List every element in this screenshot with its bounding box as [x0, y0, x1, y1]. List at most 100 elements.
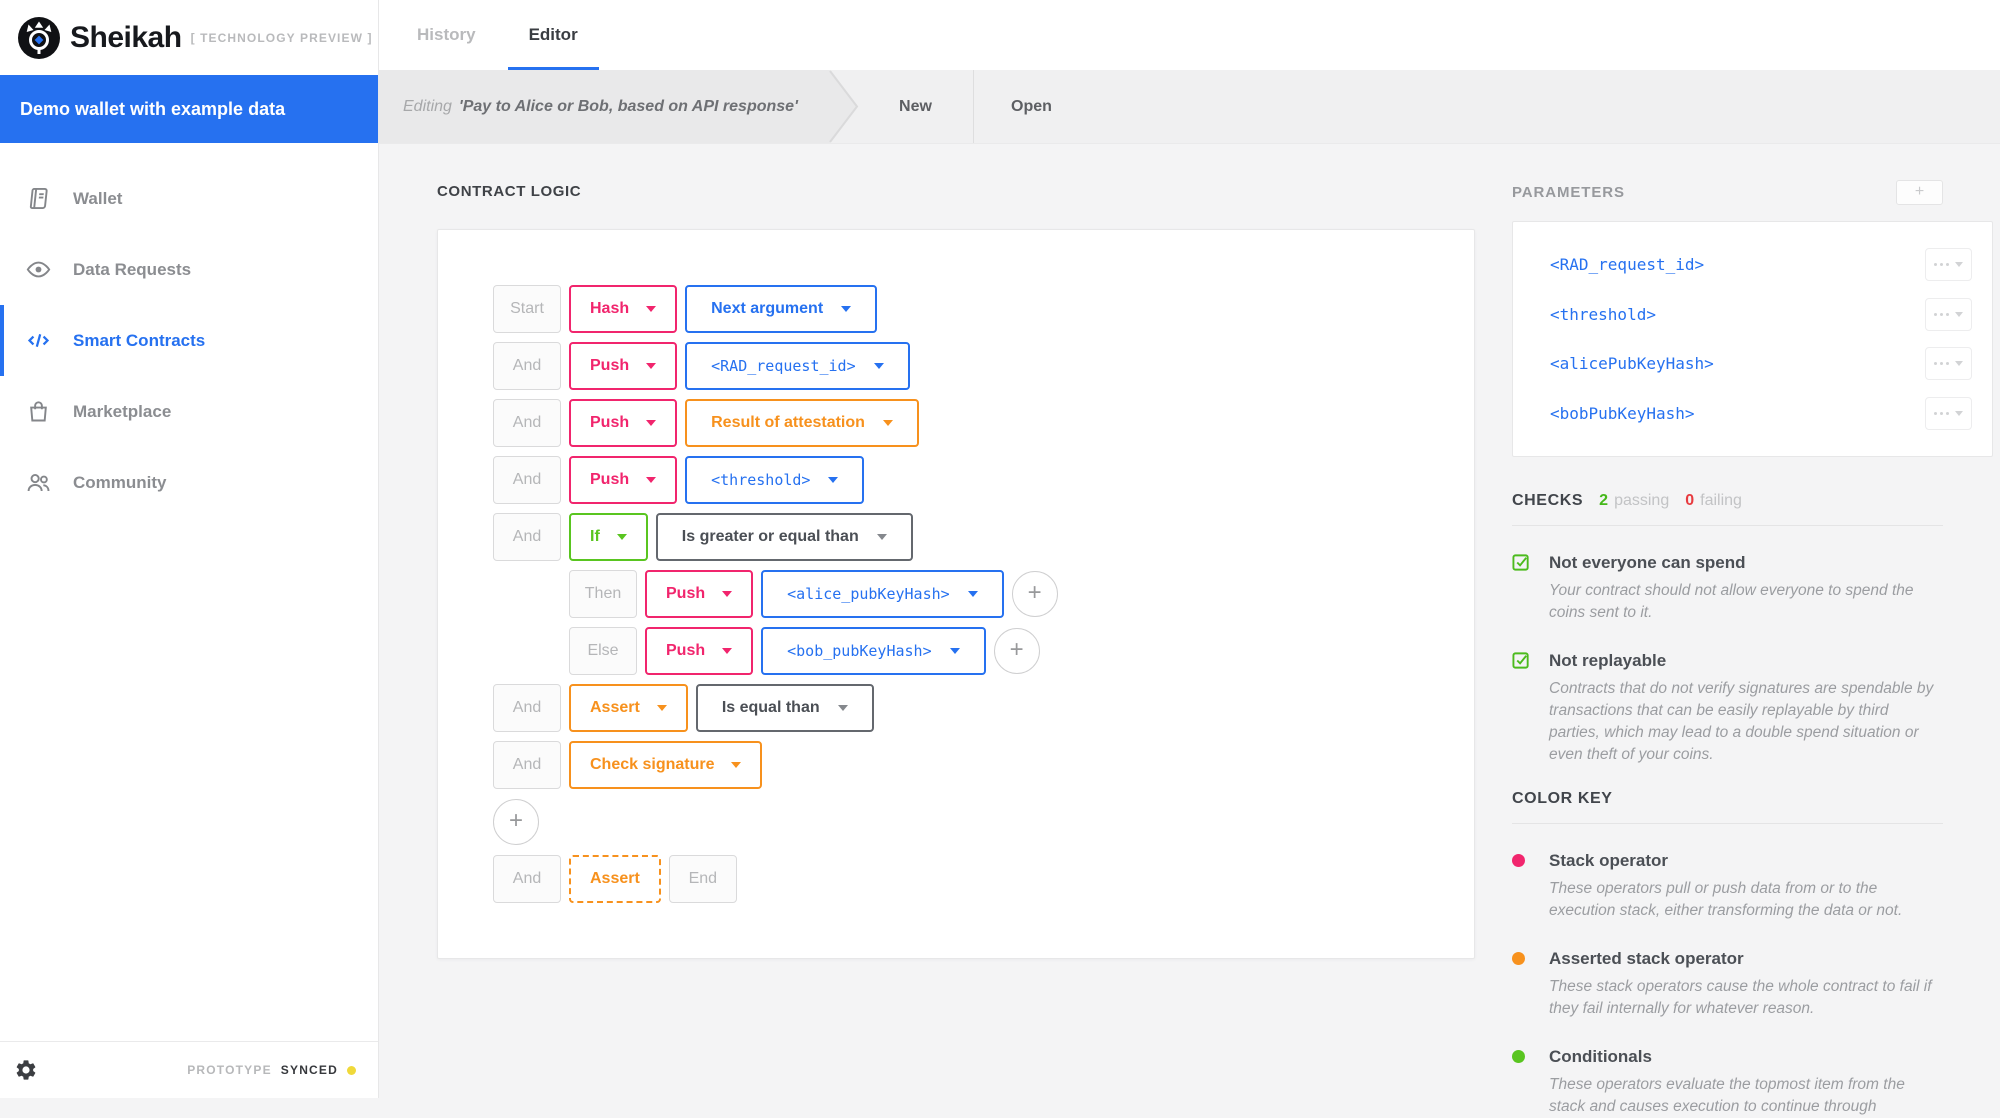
operator-select-check-signature[interactable]: Check signature [569, 741, 763, 789]
passing-count-badge: 2 passing [1599, 492, 1669, 510]
argument-select-bob-pubkeyhash[interactable]: <bob_pubKeyHash> [761, 627, 986, 675]
operator-select-push[interactable]: Push [569, 399, 678, 447]
flow-label-else: Else [569, 627, 637, 675]
argument-select-is-greater-or-equal-than[interactable]: Is greater or equal than [655, 513, 913, 561]
ellipsis-icon [1934, 362, 1949, 366]
add-parameter-button[interactable]: + [1896, 180, 1943, 205]
parameters-header: PARAMETERS + [1512, 180, 1943, 205]
divider [973, 70, 974, 143]
operator-label: If [590, 528, 600, 545]
sidebar: Sheikah [ TECHNOLOGY PREVIEW ] Demo wall… [0, 0, 379, 1098]
sync-status-dot [347, 1065, 356, 1075]
community-icon [25, 469, 52, 496]
brand-tag: [ TECHNOLOGY PREVIEW ] [190, 30, 373, 45]
parameter-options-button[interactable] [1925, 297, 1972, 331]
sidebar-item-wallet[interactable]: Wallet [0, 163, 378, 234]
chevron-down-icon [656, 705, 667, 711]
add-branch-operator-button[interactable]: + [1011, 571, 1058, 617]
sync-status: SYNCED [280, 1063, 338, 1077]
flow-label-end: End [668, 855, 737, 903]
contract-row: And Assert End [493, 855, 1419, 903]
sidebar-item-data-requests[interactable]: Data Requests [0, 234, 378, 305]
color-key-header: COLOR KEY [1512, 790, 1943, 808]
flow-label-and: And [493, 342, 561, 390]
chevron-down-icon [876, 534, 887, 540]
prototype-label: PROTOTYPE [187, 1063, 272, 1077]
new-button[interactable]: New [899, 97, 932, 115]
tab-history[interactable]: History [417, 25, 476, 44]
chevron-down-icon [967, 591, 978, 597]
chevron-right-icon [829, 70, 859, 143]
argument-select-alice-pubkeyhash[interactable]: <alice_pubKeyHash> [761, 570, 1004, 618]
tab-editor[interactable]: Editor [507, 0, 599, 70]
check-title: Not replayable [1549, 651, 1667, 670]
chevron-down-icon [1955, 410, 1963, 416]
settings-gear-icon[interactable] [14, 1058, 38, 1082]
breadcrumb-actions: New Open [858, 70, 1089, 143]
chevron-down-icon [646, 420, 657, 426]
flow-label-and: And [493, 456, 561, 504]
add-branch-operator-button[interactable]: + [993, 628, 1040, 674]
brand: Sheikah [ TECHNOLOGY PREVIEW ] [0, 0, 378, 75]
argument-label: Is greater or equal than [681, 528, 859, 545]
chevron-down-icon [722, 591, 733, 597]
failing-count-badge: 0 failing [1685, 492, 1742, 510]
contract-row: Else Push <bob_pubKeyHash> + [569, 627, 1419, 675]
parameter-item: <alicePubKeyHash> [1550, 347, 1972, 381]
operator-select-assert[interactable]: Assert [569, 684, 688, 732]
color-key-item: Conditionals These operators evaluate the… [1512, 1047, 1943, 1118]
divider [1512, 823, 1943, 824]
argument-select-next-argument[interactable]: Next argument [685, 285, 878, 333]
operator-select-push[interactable]: Push [645, 627, 754, 675]
argument-label: <threshold> [711, 471, 811, 489]
operator-label: Check signature [590, 756, 715, 773]
parameters-panel: <RAD_request_id> <threshold> <alicePubKeyH… [1512, 221, 1993, 457]
sidebar-item-marketplace[interactable]: Marketplace [0, 376, 378, 447]
argument-select-rad-request-id[interactable]: <RAD_request_id> [685, 342, 910, 390]
parameter-item: <bobPubKeyHash> [1550, 396, 1972, 430]
contract-row: And Push <threshold> [493, 456, 1419, 504]
operator-select-push[interactable]: Push [645, 570, 754, 618]
operator-label: Push [590, 471, 630, 488]
parameter-options-button[interactable] [1925, 248, 1972, 282]
tab-bar: History Editor [379, 0, 2000, 70]
color-key-title: Asserted stack operator [1549, 949, 1744, 968]
argument-select-threshold[interactable]: <threshold> [685, 456, 865, 504]
color-key-heading: COLOR KEY [1512, 790, 1613, 807]
brand-name: Sheikah [70, 20, 182, 54]
chevron-down-icon [616, 534, 627, 540]
color-key-section: COLOR KEY Stack operator These operators … [1512, 790, 1943, 1118]
operator-select-hash[interactable]: Hash [569, 285, 678, 333]
argument-select-is-equal-than[interactable]: Is equal than [695, 684, 874, 732]
operator-select-assert[interactable]: Assert [569, 855, 661, 903]
add-operator-button[interactable]: + [493, 799, 539, 845]
contract-row: And Push Result of attestation [493, 399, 1419, 447]
color-dot-icon [1512, 949, 1549, 969]
color-key-list: Stack operator These operators pull or pu… [1512, 851, 1943, 1118]
operator-select-push[interactable]: Push [569, 456, 678, 504]
sidebar-item-community[interactable]: Community [0, 447, 378, 518]
sidebar-item-label: Community [73, 472, 167, 492]
sidebar-item-label: Smart Contracts [73, 330, 206, 350]
chevron-down-icon [873, 363, 884, 369]
operator-label: Assert [590, 870, 640, 887]
color-key-description: These stack operators cause the whole co… [1549, 978, 1932, 1017]
operator-select-push[interactable]: Push [569, 342, 678, 390]
check-description: Your contract should not allow everyone … [1549, 582, 1914, 621]
argument-select-result-of-attestation[interactable]: Result of attestation [685, 399, 919, 447]
chevron-down-icon [1955, 361, 1963, 367]
chevron-down-icon [828, 477, 839, 483]
parameter-options-button[interactable] [1925, 396, 1972, 430]
parameter-options-button[interactable] [1925, 347, 1972, 381]
sidebar-item-smart-contracts[interactable]: Smart Contracts [0, 305, 378, 376]
chevron-down-icon [949, 648, 960, 654]
check-title: Not everyone can spend [1549, 553, 1746, 572]
operator-select-if[interactable]: If [569, 513, 648, 561]
check-item: Not replayable Contracts that do not veri… [1512, 651, 1943, 766]
open-button[interactable]: Open [1011, 97, 1052, 115]
sheikah-logo-icon [17, 16, 61, 60]
contract-row: And Check signature [493, 741, 1419, 789]
operator-label: Hash [590, 300, 630, 317]
passing-count: 2 [1599, 492, 1609, 509]
sidebar-footer: PROTOTYPE SYNCED [0, 1041, 378, 1098]
